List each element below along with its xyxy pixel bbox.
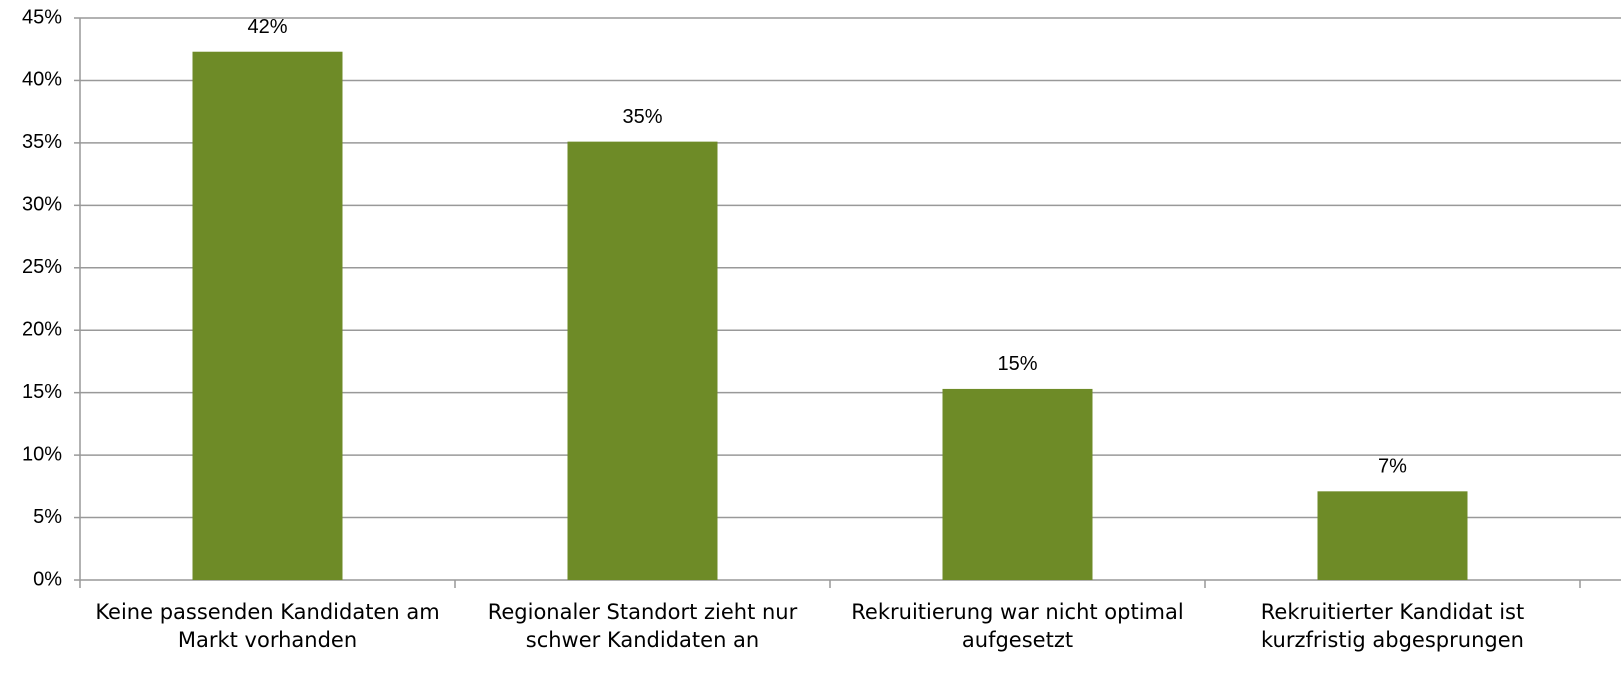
bar <box>1317 491 1468 580</box>
bar <box>567 141 718 580</box>
x-tick-label: Rekruitierung war nicht optimal aufgeset… <box>851 600 1184 652</box>
y-tick-label: 20% <box>22 319 62 341</box>
y-tick-label: 30% <box>22 194 62 216</box>
y-tick-label: 40% <box>22 69 62 91</box>
x-tick-label: Rekruitierter Kandidat ist kurzfristig a… <box>1260 600 1525 652</box>
y-tick-label: 0% <box>33 568 62 590</box>
y-tick-label: 45% <box>22 6 62 28</box>
data-label: 35% <box>622 106 662 128</box>
bar <box>192 51 343 581</box>
data-label: 42% <box>247 16 287 38</box>
y-tick-label: 15% <box>22 381 62 403</box>
y-tick-label: 5% <box>33 506 62 528</box>
data-label: 15% <box>997 353 1037 375</box>
y-tick-label: 35% <box>22 131 62 153</box>
bar <box>942 388 1093 580</box>
data-label: 7% <box>1378 456 1407 478</box>
y-tick-label: 10% <box>22 443 62 465</box>
x-tick-label: Keine passenden Kandidaten am Markt vorh… <box>95 600 440 652</box>
x-tick-label: Regionaler Standort zieht nur schwer Kan… <box>487 600 798 652</box>
y-tick-label: 25% <box>22 256 62 278</box>
